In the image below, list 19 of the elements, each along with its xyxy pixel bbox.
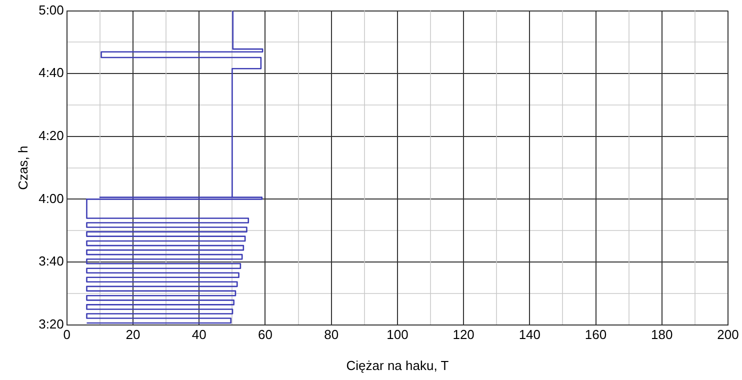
- x-tick-label: 100: [386, 327, 408, 342]
- x-tick-label: 40: [192, 327, 206, 342]
- x-tick-label: 160: [584, 327, 607, 342]
- x-tick-label: 80: [324, 327, 339, 342]
- y-tick-label: 4:40: [38, 65, 64, 80]
- x-tick-label: 200: [717, 327, 739, 342]
- x-tick-label: 0: [63, 327, 71, 342]
- x-tick-label: 180: [651, 327, 673, 342]
- x-tick-label: 20: [126, 327, 140, 342]
- x-tick-label: 120: [452, 327, 474, 342]
- y-tick-label: 5:00: [38, 2, 64, 18]
- y-tick-label: 4:00: [38, 190, 64, 206]
- x-tick-label: 140: [518, 327, 541, 342]
- y-tick-label: 3:20: [38, 316, 64, 332]
- y-axis-title: Czas, h: [15, 146, 30, 190]
- x-tick-label: 60: [258, 327, 272, 342]
- x-axis-title: Ciężar na haku, T: [346, 358, 449, 373]
- y-tick-label: 3:40: [38, 254, 64, 269]
- y-tick-label: 4:20: [38, 128, 64, 143]
